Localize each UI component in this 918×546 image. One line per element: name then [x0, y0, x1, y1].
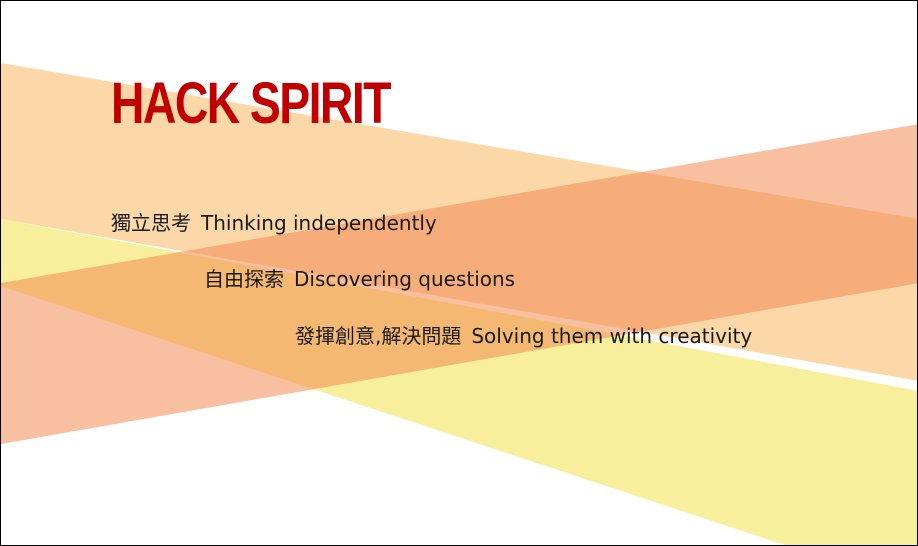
slide-title: HACK SPIRIT: [111, 71, 391, 136]
motto-line-1-chinese: 獨立思考: [111, 211, 191, 235]
motto-line-3-english: Solving them with creativity: [471, 324, 753, 348]
motto-line-1-english: Thinking independently: [201, 211, 437, 235]
motto-line-3-chinese: 發揮創意,解決問題: [295, 324, 462, 348]
motto-line-2: 自由探索 Discovering questions: [204, 266, 515, 292]
motto-line-2-english: Discovering questions: [294, 267, 516, 291]
motto-line-1: 獨立思考 Thinking independently: [111, 210, 437, 236]
motto-line-3: 發揮創意,解決問題 Solving them with creativity: [295, 323, 752, 349]
salmon-band: [1, 124, 917, 444]
motto-line-2-chinese: 自由探索: [204, 267, 284, 291]
